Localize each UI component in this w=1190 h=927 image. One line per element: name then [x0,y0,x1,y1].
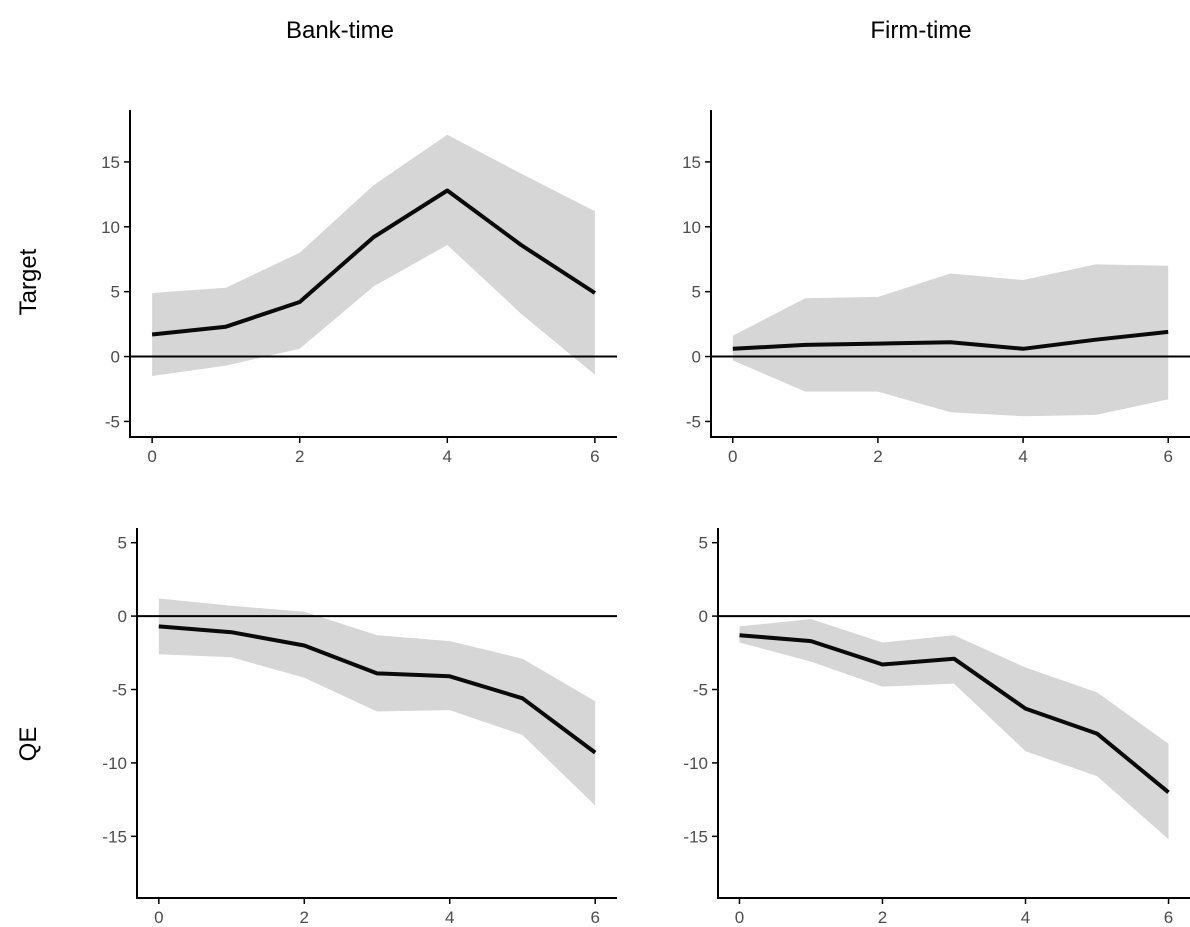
x-tick-label: 4 [1021,908,1030,927]
x-tick-label: 4 [445,908,454,927]
panel-target-bank-time: -5 0 5 10 15 0 2 4 6 [101,110,617,466]
y-tick-label: -5 [112,681,127,700]
estimate-line [739,633,1170,794]
x-tick-label: 0 [728,447,737,466]
x-tick-label: 4 [443,447,452,466]
estimate-line [732,329,1169,351]
x-tick-label: 6 [1163,447,1172,466]
y-tick-label: -15 [683,827,708,846]
estimate-line [158,624,597,755]
x-tick-label: 6 [590,908,599,927]
x-tick-label: 0 [154,908,163,927]
x-tick-label: 4 [1018,447,1027,466]
column-title-firm-time: Firm-time [870,17,971,44]
confidence-band [158,598,596,806]
x-tick-label: 0 [147,447,156,466]
y-tick-label: 5 [111,283,120,302]
y-tick-label: 10 [101,218,120,237]
x-tick-label: 2 [878,908,887,927]
y-tick-label: 15 [682,153,701,172]
y-tick-label: 0 [692,348,701,367]
panel-target-firm-time: -5 0 5 10 15 0 2 4 6 [682,110,1190,466]
column-title-bank-time: Bank-time [286,17,394,44]
y-tick-label: -15 [102,827,127,846]
x-tick-label: 2 [873,447,882,466]
y-tick-label: 10 [682,218,701,237]
y-tick-label: 0 [699,607,708,626]
y-tick-label: -5 [686,412,701,431]
panel-qe-bank-time: -15 -10 -5 0 5 0 2 4 6 [102,528,617,927]
x-tick-label: 2 [300,908,309,927]
y-tick-label: 0 [118,607,127,626]
y-tick-label: -10 [102,754,127,773]
x-tick-label: 0 [735,908,744,927]
confidence-band [739,619,1169,840]
y-tick-label: -5 [693,681,708,700]
row-title-target: Target [15,248,42,315]
row-title-qe: QE [15,727,42,762]
x-tick-label: 6 [590,447,599,466]
panel-qe-firm-time: -15 -10 -5 0 5 0 2 4 6 [683,528,1190,927]
x-tick-label: 6 [1164,908,1173,927]
confidence-band [732,264,1169,417]
x-tick-label: 2 [295,447,304,466]
y-tick-label: 0 [111,348,120,367]
estimate-line [151,188,596,337]
y-tick-label: -10 [683,754,708,773]
y-tick-label: 5 [699,534,708,553]
y-tick-label: 5 [118,534,127,553]
y-tick-label: 5 [692,283,701,302]
confidence-band [152,134,595,376]
y-tick-label: -5 [105,412,120,431]
y-tick-label: 15 [101,153,120,172]
